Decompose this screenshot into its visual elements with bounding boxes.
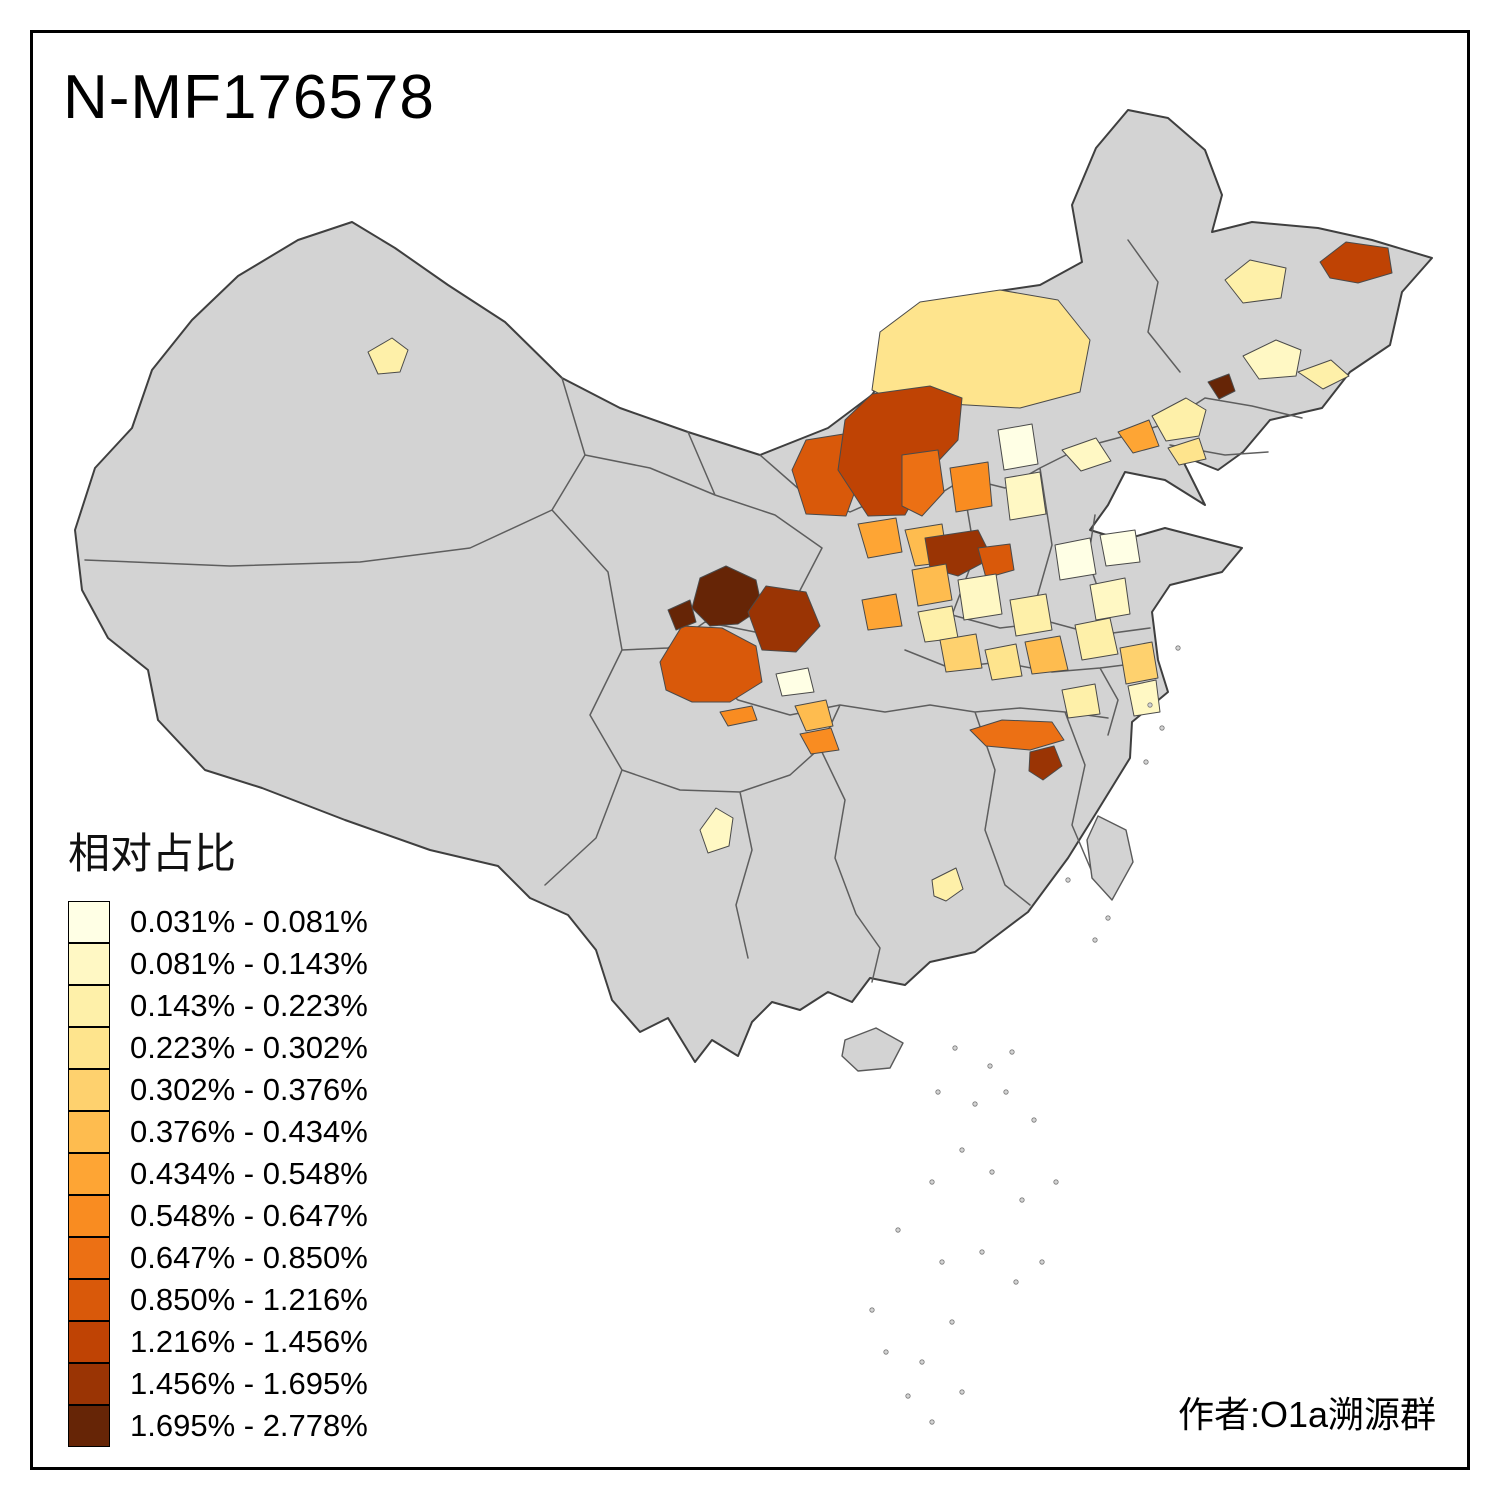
prefecture-patch bbox=[957, 573, 1003, 621]
prefecture-patch bbox=[1028, 745, 1063, 781]
legend-row: 0.302% - 0.376% bbox=[68, 1069, 368, 1111]
prefecture-patch bbox=[367, 337, 409, 375]
legend-swatch bbox=[68, 1405, 110, 1447]
legend-range-label: 0.223% - 0.302% bbox=[130, 1030, 368, 1065]
legend-row: 0.647% - 0.850% bbox=[68, 1237, 368, 1279]
prefecture-patch bbox=[659, 625, 763, 703]
prefecture-patch bbox=[794, 699, 834, 732]
prefecture-patch bbox=[1089, 577, 1131, 621]
legend-row: 0.143% - 0.223% bbox=[68, 985, 368, 1027]
legend-row: 0.081% - 0.143% bbox=[68, 943, 368, 985]
prefecture-patch bbox=[1224, 259, 1287, 304]
legend-row: 1.216% - 1.456% bbox=[68, 1321, 368, 1363]
prefecture-patch bbox=[775, 667, 815, 697]
legend-range-label: 1.456% - 1.695% bbox=[130, 1366, 368, 1401]
legend-swatch bbox=[68, 985, 110, 1027]
legend-swatch bbox=[68, 1153, 110, 1195]
prefecture-patch bbox=[699, 807, 734, 854]
legend-swatch bbox=[68, 1321, 110, 1363]
colored-prefectures bbox=[367, 241, 1393, 902]
prefecture-patch bbox=[1319, 241, 1393, 284]
prefecture-patch bbox=[747, 585, 821, 653]
prefecture-patch bbox=[1297, 359, 1350, 390]
legend-swatch bbox=[68, 1237, 110, 1279]
legend-swatch bbox=[68, 943, 110, 985]
legend-row: 0.850% - 1.216% bbox=[68, 1279, 368, 1321]
hainan-island bbox=[841, 1027, 904, 1072]
legend-row: 0.376% - 0.434% bbox=[68, 1111, 368, 1153]
legend-swatch bbox=[68, 1111, 110, 1153]
prefecture-patch bbox=[1004, 471, 1047, 521]
legend-swatch bbox=[68, 901, 110, 943]
page-title: N-MF176578 bbox=[63, 63, 435, 132]
prefecture-patch bbox=[691, 565, 763, 627]
legend-range-label: 1.216% - 1.456% bbox=[130, 1324, 368, 1359]
prefecture-patch bbox=[1151, 397, 1207, 442]
prefecture-patch bbox=[901, 449, 945, 517]
south-china-sea-islands bbox=[869, 645, 1181, 1425]
prefecture-patch bbox=[977, 543, 1015, 579]
prefecture-patch bbox=[984, 643, 1023, 681]
prefecture-patch bbox=[1074, 617, 1119, 661]
legend-range-label: 1.695% - 2.778% bbox=[130, 1408, 368, 1443]
legend-range-label: 0.376% - 0.434% bbox=[130, 1114, 368, 1149]
prefecture-patch bbox=[1167, 437, 1207, 466]
legend-swatch bbox=[68, 1027, 110, 1069]
legend-row: 0.031% - 0.081% bbox=[68, 901, 368, 943]
prefecture-patch bbox=[1117, 419, 1160, 454]
legend-range-label: 0.850% - 1.216% bbox=[130, 1282, 368, 1317]
prefecture-patch bbox=[917, 605, 959, 643]
prefecture-patch bbox=[667, 599, 697, 631]
prefecture-patch bbox=[719, 705, 758, 727]
taiwan-island bbox=[1086, 815, 1134, 901]
prefecture-patch bbox=[997, 423, 1039, 471]
legend-swatch bbox=[68, 1363, 110, 1405]
prefecture-patch bbox=[1127, 679, 1161, 717]
legend-range-label: 0.143% - 0.223% bbox=[130, 988, 368, 1023]
prefecture-patch bbox=[1054, 537, 1097, 581]
prefecture-patch bbox=[969, 719, 1065, 751]
prefecture-patch bbox=[931, 867, 964, 902]
legend-swatch bbox=[68, 1069, 110, 1111]
prefecture-patch bbox=[911, 563, 953, 607]
legend-title: 相对占比 bbox=[68, 830, 237, 877]
prefecture-patch bbox=[837, 385, 963, 517]
legend-row: 1.456% - 1.695% bbox=[68, 1363, 368, 1405]
legend-range-label: 0.434% - 0.548% bbox=[130, 1156, 368, 1191]
legend-row: 0.223% - 0.302% bbox=[68, 1027, 368, 1069]
prefecture-patch bbox=[939, 633, 983, 673]
legend-range-label: 0.647% - 0.850% bbox=[130, 1240, 368, 1275]
legend-swatch bbox=[68, 1195, 110, 1237]
prefecture-patch bbox=[1024, 635, 1069, 675]
legend-row: 0.434% - 0.548% bbox=[68, 1153, 368, 1195]
legend-range-label: 0.081% - 0.143% bbox=[130, 946, 368, 981]
prefecture-patch bbox=[949, 461, 993, 513]
prefecture-patch bbox=[1061, 683, 1101, 719]
map-legend: 相对占比 0.031% - 0.081% 0.081% - 0.143% 0.1… bbox=[68, 820, 368, 1447]
prefecture-patch bbox=[1119, 641, 1159, 685]
legend-range-label: 0.548% - 0.647% bbox=[130, 1198, 368, 1233]
legend-swatch bbox=[68, 1279, 110, 1321]
prefecture-patch bbox=[861, 593, 903, 631]
prefecture-patch bbox=[799, 727, 840, 755]
prefecture-patch bbox=[1099, 529, 1141, 567]
prefecture-patch bbox=[1009, 593, 1053, 637]
legend-row: 0.548% - 0.647% bbox=[68, 1195, 368, 1237]
prefecture-patch bbox=[1061, 437, 1112, 472]
legend-range-label: 0.302% - 0.376% bbox=[130, 1072, 368, 1107]
legend-entries: 0.031% - 0.081% 0.081% - 0.143% 0.143% -… bbox=[68, 901, 368, 1447]
prefecture-patch bbox=[857, 517, 903, 559]
attribution-text: 作者:O1a溯源群 bbox=[1177, 1394, 1436, 1435]
prefecture-patch bbox=[1207, 373, 1236, 400]
legend-row: 1.695% - 2.778% bbox=[68, 1405, 368, 1447]
legend-range-label: 0.031% - 0.081% bbox=[130, 904, 368, 939]
prefecture-patch bbox=[1242, 339, 1302, 380]
